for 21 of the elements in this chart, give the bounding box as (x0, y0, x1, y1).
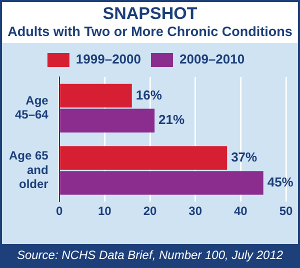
y-tick-label: Age 45–64 (14, 93, 49, 122)
data-label: 37% (231, 150, 258, 165)
x-tick-label: 20 (143, 204, 158, 218)
x-tick-label: 0 (56, 204, 64, 218)
data-label: 21% (158, 112, 186, 128)
legend-label: 2009–2010 (180, 52, 245, 67)
x-tick-label: 40 (234, 204, 248, 218)
chart-title: SNAPSHOT (2, 2, 298, 23)
source-note: Source: NCHS Data Brief, Number 100, July 2012 (2, 244, 298, 266)
y-tick-label: Age 65 and older (8, 148, 49, 192)
chart-subtitle: Adults with Two or More Chronic Conditions (2, 23, 298, 43)
bar (60, 84, 132, 108)
x-tick-label: 50 (279, 204, 293, 218)
x-tick-label: 30 (188, 204, 202, 218)
bar (60, 108, 155, 132)
legend-label: 1999–2000 (76, 52, 142, 67)
x-tick-label: 10 (98, 204, 112, 218)
data-label: 45% (267, 174, 294, 190)
bar (60, 146, 228, 170)
bar (60, 171, 264, 195)
data-label: 16% (136, 87, 162, 102)
